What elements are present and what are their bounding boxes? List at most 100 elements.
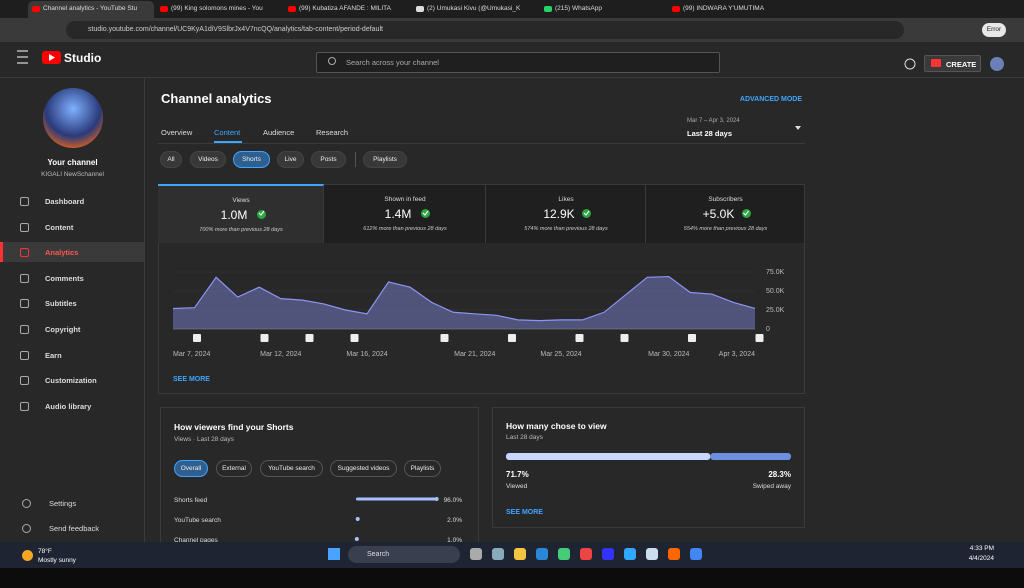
search-text[interactable]: Search (367, 551, 390, 558)
analytics-tab[interactable]: Content (214, 128, 241, 137)
channel-avatar (43, 88, 103, 148)
nav-item[interactable]: Dashboard (45, 197, 85, 206)
nav-icon (20, 350, 29, 360)
taskbar-app[interactable] (536, 548, 548, 560)
tab-icon (32, 6, 40, 12)
metric-change: 554% more than previous 28 days (683, 226, 768, 232)
metric-value: 1.4M (384, 207, 412, 221)
clock-date: 4/4/2024 (968, 555, 994, 562)
chose-subtitle: Last 28 days (506, 434, 543, 441)
taskbar-app[interactable] (492, 548, 504, 560)
browser-tab[interactable] (28, 1, 154, 18)
taskbar-app[interactable] (470, 548, 482, 560)
nav-icon (20, 273, 29, 283)
logo-mark (42, 51, 61, 64)
taskbar-app[interactable] (602, 548, 614, 560)
chose-title: How many chose to view (506, 421, 607, 431)
taskbar-app[interactable] (514, 548, 526, 560)
taskbar-app[interactable] (580, 548, 592, 560)
search-placeholder: Search across your channel (346, 58, 439, 67)
metric-card[interactable]: Views 1.0M 700% more than previous 28 days (158, 184, 324, 243)
avatar-small (990, 57, 1004, 71)
taskbar-search[interactable] (348, 546, 460, 563)
date-range[interactable]: Mar 7 – Apr 3, 2024 (687, 118, 740, 124)
start-button[interactable] (328, 548, 340, 560)
source-chip[interactable]: YouTube search (260, 460, 323, 477)
profile-button[interactable]: Error (982, 23, 1006, 37)
filter-chip[interactable]: Live (277, 151, 304, 168)
create-label[interactable]: CREATE (946, 60, 977, 69)
page-title: Channel analytics (161, 91, 272, 106)
find-title: How viewers find your Shorts (174, 422, 294, 432)
url[interactable]: studio.youtube.com/channel/UC9KyA1diV9Sl… (88, 26, 383, 33)
tab-icon (160, 6, 168, 12)
tab-title[interactable]: (215) WhatsApp (555, 5, 602, 12)
filter-chip[interactable]: Shorts (233, 151, 270, 168)
channel-name: KIGALI NewSchannel (41, 171, 104, 178)
nav-item[interactable]: Content (45, 222, 74, 232)
dropdown-arrow (795, 126, 801, 130)
tab-title[interactable]: (2) Umukasi Kivu (@Umukasi_K (427, 5, 521, 12)
analytics-tab[interactable]: Audience (263, 128, 295, 137)
analytics-tab[interactable]: Overview (161, 128, 193, 137)
weather-icon (22, 550, 33, 561)
nav-item[interactable]: Subtitles (45, 299, 77, 309)
nav-icon (22, 524, 31, 533)
filter-chip[interactable]: Videos (190, 151, 226, 168)
tab-title[interactable]: (99) King solomons mines - You (171, 5, 263, 12)
nav-icon (20, 376, 29, 386)
source-chip[interactable]: External (216, 460, 252, 477)
see-more[interactable]: SEE MORE (173, 376, 210, 383)
tab-title[interactable]: Channel analytics - YouTube Stu (43, 5, 138, 12)
taskbar-app[interactable] (624, 548, 636, 560)
sidebar-title: Your channel (47, 158, 98, 167)
metric-card[interactable]: Subscribers +5.0K 554% more than previous … (646, 184, 805, 243)
metric-label: Likes (558, 196, 574, 203)
metric-value: 12.9K (543, 207, 575, 221)
source-name: Shorts feed (174, 497, 208, 504)
nav-item[interactable]: Settings (49, 499, 77, 508)
swiped-text: Swiped away (752, 483, 791, 490)
filter-chip[interactable]: Posts (311, 151, 346, 168)
taskbar-app[interactable] (668, 548, 680, 560)
taskbar-app[interactable] (558, 548, 570, 560)
source-chip[interactable]: Suggested videos (330, 460, 397, 477)
nav-item[interactable]: Earn (45, 350, 62, 360)
analytics-tab[interactable]: Research (316, 128, 349, 137)
chose-see-more[interactable]: SEE MORE (506, 509, 543, 516)
tab-icon (416, 6, 424, 12)
tabs-rule (158, 143, 805, 144)
tab-icon (672, 6, 680, 12)
metric-label: Views (232, 197, 250, 204)
period[interactable]: Last 28 days (687, 129, 733, 138)
advanced-mode[interactable]: ADVANCED MODE (739, 96, 802, 103)
create-icon (931, 59, 941, 67)
nav-item[interactable]: Comments (45, 273, 84, 283)
tab-icon (544, 6, 552, 12)
nav-item[interactable]: Audio library (45, 401, 92, 411)
check-badge (257, 210, 266, 219)
tab-title[interactable]: (99) Kubatiza AFANDE : MILITA (299, 5, 391, 12)
nav-item[interactable]: Analytics (45, 248, 79, 258)
source-chip[interactable]: Playlists (404, 460, 441, 477)
source-chip[interactable]: Overall (174, 460, 208, 477)
tab-title[interactable]: (99) INDWARA Y'UMUTIMA (683, 5, 765, 12)
filter-chip[interactable]: Playlists (363, 151, 407, 168)
nav-item[interactable]: Copyright (45, 325, 81, 334)
chose-card (492, 407, 805, 528)
find-card (160, 407, 479, 547)
source-name: Channel pages (174, 537, 218, 544)
nav-item[interactable]: Send feedback (49, 524, 100, 533)
filter-divider (355, 152, 356, 167)
search-box[interactable] (316, 52, 720, 73)
temperature: 78°F (38, 548, 52, 555)
taskbar-app[interactable] (690, 548, 702, 560)
nav-item[interactable]: Customization (45, 376, 97, 386)
metric-card[interactable]: Likes 12.9K 574% more than previous 28 day… (486, 184, 646, 243)
taskbar-app[interactable] (646, 548, 658, 560)
filter-chip[interactable]: All (160, 151, 182, 168)
tab-icon (288, 6, 296, 12)
metric-change: 612% more than previous 28 days (363, 226, 447, 232)
metric-card[interactable]: Shown in feed 1.4M 612% more than previous… (324, 184, 486, 243)
